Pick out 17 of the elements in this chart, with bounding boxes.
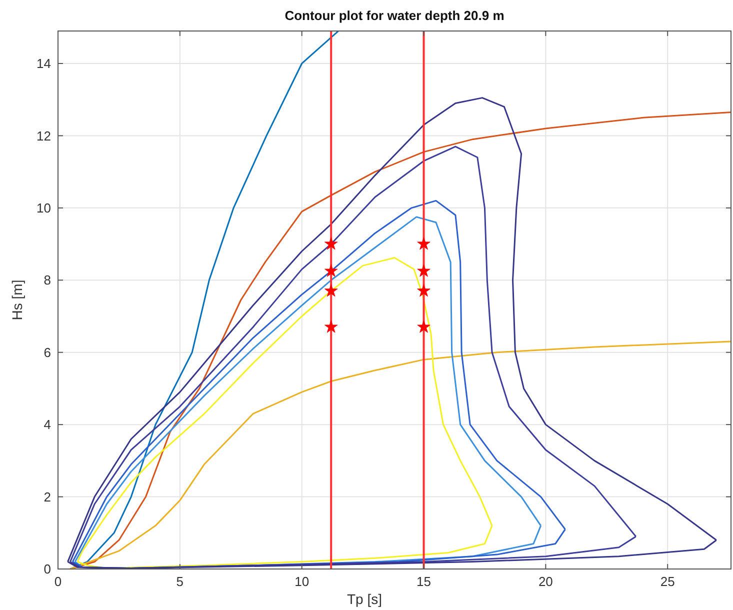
x-tick-label: 20 bbox=[538, 574, 553, 589]
y-tick-label: 0 bbox=[44, 562, 51, 577]
x-tick-label: 15 bbox=[416, 574, 431, 589]
y-tick-label: 8 bbox=[44, 272, 51, 288]
x-tick-label: 10 bbox=[294, 574, 310, 589]
y-tick-label: 10 bbox=[36, 200, 51, 216]
x-axis-title: Tp [s] bbox=[346, 591, 382, 607]
y-tick-label: 12 bbox=[36, 128, 51, 144]
x-tick-label: 25 bbox=[660, 574, 675, 589]
y-axis-title: Hs [m] bbox=[9, 280, 25, 320]
y-tick-label: 4 bbox=[44, 417, 51, 432]
chart-title: Contour plot for water depth 20.9 m bbox=[284, 8, 504, 23]
y-tick-label: 2 bbox=[44, 489, 51, 504]
x-tick-label: 0 bbox=[54, 574, 62, 589]
y-tick-label: 6 bbox=[44, 344, 51, 360]
y-tick-label: 14 bbox=[36, 56, 51, 72]
x-tick-label: 5 bbox=[176, 574, 184, 589]
